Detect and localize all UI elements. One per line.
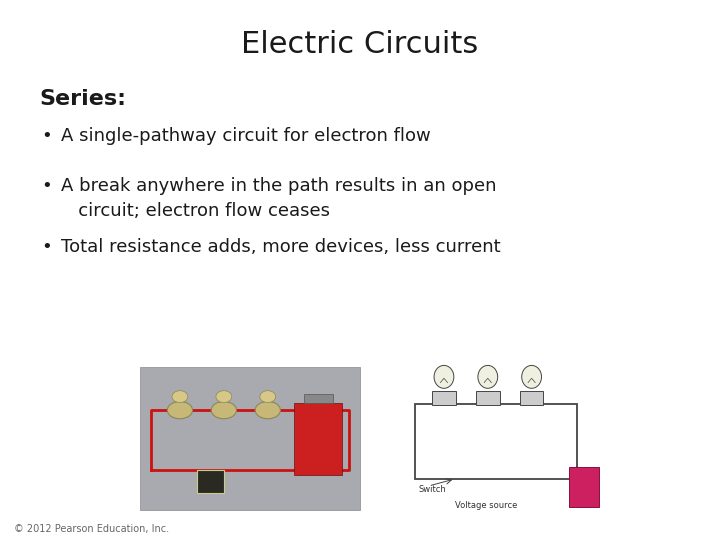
Ellipse shape bbox=[255, 402, 280, 419]
Text: © 2012 Pearson Education, Inc.: © 2012 Pearson Education, Inc. bbox=[14, 523, 169, 534]
Ellipse shape bbox=[260, 391, 276, 403]
Ellipse shape bbox=[167, 402, 192, 419]
Ellipse shape bbox=[434, 366, 454, 388]
Text: Electric Circuits: Electric Circuits bbox=[241, 30, 479, 59]
Text: Series:: Series: bbox=[40, 89, 127, 109]
Ellipse shape bbox=[211, 402, 236, 419]
Text: A break anywhere in the path results in an open
   circuit; electron flow ceases: A break anywhere in the path results in … bbox=[61, 177, 497, 220]
Bar bbox=[304, 394, 333, 403]
Ellipse shape bbox=[522, 366, 541, 388]
Text: A single-pathway circuit for electron flow: A single-pathway circuit for electron fl… bbox=[61, 127, 431, 145]
Text: •: • bbox=[42, 127, 52, 145]
Text: Switch: Switch bbox=[418, 484, 446, 494]
Bar bbox=[520, 391, 544, 406]
Ellipse shape bbox=[216, 391, 232, 403]
Bar bbox=[432, 391, 456, 406]
Bar bbox=[476, 391, 500, 406]
Bar bbox=[197, 470, 224, 493]
Bar bbox=[569, 467, 599, 508]
Bar bbox=[294, 403, 343, 475]
Bar bbox=[415, 404, 577, 479]
Ellipse shape bbox=[172, 391, 188, 403]
Bar bbox=[140, 367, 360, 510]
Text: •: • bbox=[42, 177, 52, 195]
Bar bbox=[407, 367, 605, 510]
Text: Voltage source: Voltage source bbox=[455, 501, 518, 510]
Text: •: • bbox=[42, 238, 52, 255]
Text: Total resistance adds, more devices, less current: Total resistance adds, more devices, les… bbox=[61, 238, 501, 255]
Ellipse shape bbox=[478, 366, 498, 388]
